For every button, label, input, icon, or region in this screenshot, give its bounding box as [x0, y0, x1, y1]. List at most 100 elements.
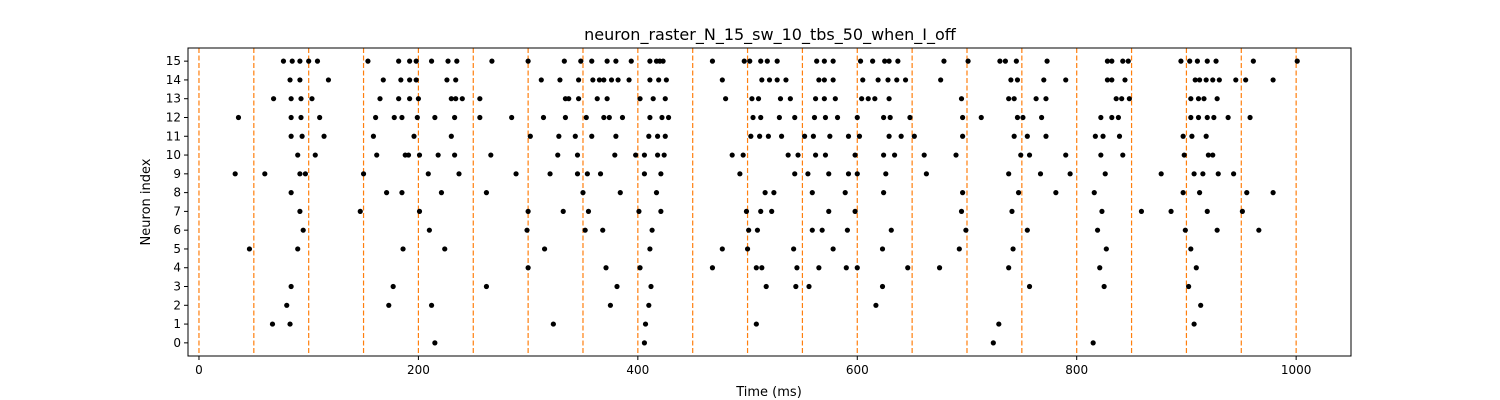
spike-point: [413, 58, 419, 64]
spike-point: [1178, 58, 1184, 64]
spike-point: [647, 246, 653, 252]
spike-point: [477, 96, 483, 102]
spike-point: [445, 58, 451, 64]
spike-point: [1109, 114, 1115, 121]
spike-point: [325, 77, 332, 83]
spike-point: [792, 114, 798, 121]
spike-point: [747, 58, 753, 64]
spike-point: [641, 152, 648, 158]
plot-frame: [187, 47, 1352, 357]
spike-point: [1006, 171, 1012, 177]
spike-point: [297, 58, 303, 64]
spike-point: [453, 96, 459, 102]
spike-point: [809, 190, 815, 196]
spike-point: [816, 265, 822, 271]
spike-point: [1168, 208, 1174, 214]
spike-point: [654, 152, 661, 158]
spike-point: [572, 133, 578, 139]
spike-point: [885, 77, 891, 83]
spike-point: [1247, 114, 1253, 121]
spike-point: [763, 283, 769, 290]
spike-point: [589, 58, 595, 64]
spike-point: [416, 152, 423, 158]
spike-point: [845, 171, 852, 177]
spike-point: [787, 96, 793, 102]
x-tick-label: 800: [1065, 363, 1088, 377]
spike-point: [383, 190, 390, 196]
spike-point: [830, 246, 836, 252]
spike-point: [856, 133, 863, 139]
x-tick-label: 600: [846, 363, 869, 377]
spike-point: [1008, 77, 1014, 83]
x-tick-label: 1000: [1281, 363, 1312, 377]
spike-point: [776, 114, 782, 121]
spike-point: [1204, 208, 1210, 214]
spike-point: [886, 133, 892, 139]
spike-point: [873, 302, 879, 308]
spike-point: [921, 152, 927, 158]
x-axis-label: Time (ms): [735, 385, 802, 400]
spike-point: [811, 114, 818, 121]
spike-point: [1270, 77, 1276, 83]
spike-point: [661, 152, 667, 158]
spike-point: [270, 96, 277, 102]
spike-point: [792, 171, 798, 177]
spike-point: [288, 114, 294, 121]
spike-point: [1195, 114, 1202, 121]
spike-point: [1115, 114, 1121, 121]
vertical-reference-lines: [198, 48, 1297, 356]
chart-title: neuron_raster_N_15_sw_10_tbs_50_when_I_o…: [584, 25, 957, 45]
spike-point: [415, 96, 422, 102]
y-tick-label: 12: [166, 110, 181, 124]
spike-point: [1270, 190, 1276, 196]
spike-point: [1043, 133, 1049, 139]
spike-point: [574, 152, 581, 158]
spike-point: [287, 321, 293, 327]
spike-point: [749, 96, 755, 102]
spike-point: [426, 227, 432, 233]
spike-point: [1024, 227, 1030, 233]
spike-point: [1063, 152, 1069, 158]
spike-point: [881, 190, 887, 196]
spike-point: [483, 283, 490, 290]
spike-point: [845, 133, 852, 139]
spike-point: [321, 133, 327, 139]
spike-point: [1119, 96, 1125, 102]
spike-point: [883, 171, 889, 177]
spike-point: [953, 152, 959, 158]
spike-point: [452, 152, 458, 158]
spike-point: [1103, 246, 1109, 252]
spike-point: [399, 114, 405, 121]
spike-point: [374, 152, 380, 158]
spike-point: [298, 114, 304, 121]
spike-point: [380, 77, 386, 83]
spike-point: [758, 58, 764, 64]
spike-point: [740, 152, 746, 158]
spike-point: [1203, 133, 1209, 139]
spike-point: [601, 77, 607, 83]
spike-point: [812, 96, 819, 102]
spike-point: [425, 171, 431, 177]
spike-point: [513, 171, 519, 177]
spike-point: [1200, 171, 1206, 177]
spike-point: [1098, 152, 1104, 158]
spike-point: [477, 114, 483, 121]
spike-point: [407, 77, 413, 83]
spike-point: [585, 208, 592, 214]
spike-point: [284, 302, 290, 308]
spike-point: [1250, 58, 1256, 64]
spike-point: [832, 96, 838, 102]
x-tick-label: 200: [407, 363, 430, 377]
spike-point: [448, 96, 454, 102]
spike-point: [755, 96, 762, 102]
spike-point: [1213, 58, 1219, 64]
spike-point: [597, 171, 604, 177]
spike-point: [1196, 190, 1203, 196]
spike-point: [795, 152, 801, 158]
spike-point: [560, 208, 566, 214]
spike-point: [556, 133, 562, 139]
spike-point: [1182, 227, 1188, 233]
spike-point: [459, 96, 465, 102]
spike-point: [764, 58, 770, 64]
spike-point: [865, 96, 871, 102]
